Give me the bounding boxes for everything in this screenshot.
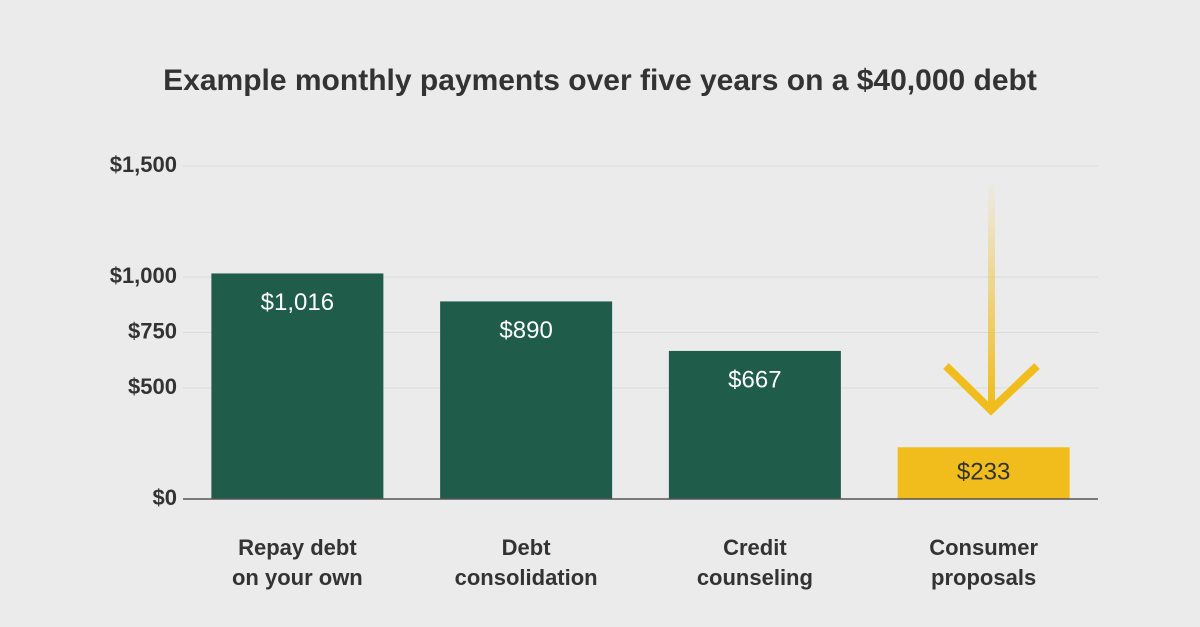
value-label: $233 [957, 458, 1010, 485]
x-tick-label: Repay debt on your own [231, 535, 363, 590]
y-tick-label: $750 [128, 318, 177, 343]
bar [211, 273, 384, 499]
bar [440, 301, 613, 499]
x-tick-label: Credit counseling [696, 535, 813, 590]
bar [668, 350, 841, 499]
x-tick-label: Consumer proposals [929, 535, 1039, 590]
value-label: $890 [499, 317, 552, 344]
y-tick-label: $500 [128, 374, 177, 399]
chart-title: Example monthly payments over five years… [163, 64, 1037, 97]
arrow [943, 180, 1040, 416]
y-tick-label: $1,000 [110, 263, 177, 288]
y-tick-label: $0 [153, 485, 177, 510]
bar [897, 447, 1070, 499]
x-tick-label: Debt consolidation [454, 535, 598, 590]
value-label: $667 [728, 366, 781, 393]
value-label: $1,016 [261, 289, 334, 316]
y-tick-label: $1,500 [110, 152, 177, 177]
